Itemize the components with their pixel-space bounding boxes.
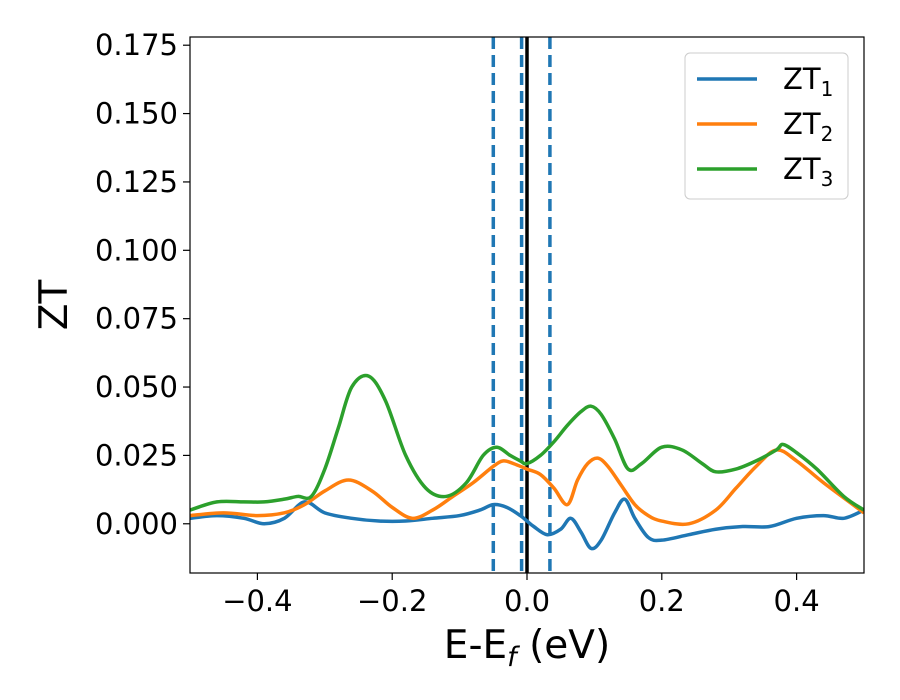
y-tick-label: 0.050: [95, 370, 178, 404]
x-tick-label: 0.2: [639, 584, 685, 618]
plot-frame: [189, 36, 865, 574]
y-tick-label: 0.125: [95, 165, 178, 199]
legend-label-zt2: ZT2: [783, 107, 833, 146]
tick-layer: −0.4 −0.2 0.0 0.2 0.4 0.000 0.025 0.050 0.075 0.1…: [95, 28, 820, 618]
y-tick-label: 0.025: [95, 438, 178, 472]
x-tick-label: 0.0: [504, 584, 550, 618]
y-axis-title: ZT: [32, 280, 77, 331]
legend-label-zt1: ZT1: [783, 62, 833, 101]
legend-label-subscript: 2: [821, 122, 834, 146]
legend-box: [684, 52, 849, 200]
series-layer: [190, 373, 864, 551]
legend-label-main: ZT: [783, 152, 821, 186]
vertical-marker-layer: [491, 37, 552, 573]
series-line-zt3: [190, 373, 864, 512]
x-tick-label: −0.2: [357, 584, 427, 618]
y-tick-label: 0.150: [95, 97, 178, 131]
legend-label-subscript: 3: [821, 167, 834, 191]
legend-label-zt3: ZT3: [783, 152, 833, 191]
x-axis-title-main: E-E: [444, 623, 507, 668]
series-line-zt1: [190, 497, 864, 551]
y-tick-label: 0.000: [95, 507, 178, 541]
legend-label-main: ZT: [783, 107, 821, 141]
x-axis-title: E-Ef (eV): [444, 623, 610, 673]
legend-label-subscript: 1: [821, 77, 834, 101]
y-tick-label: 0.175: [95, 28, 178, 62]
x-tick-label: −0.4: [222, 584, 292, 618]
x-axis-title-suffix: (eV): [517, 623, 611, 668]
x-tick-label: 0.4: [774, 584, 820, 618]
series-line-zt2: [190, 448, 864, 527]
legend-label-main: ZT: [783, 62, 821, 96]
y-tick-label: 0.075: [95, 302, 178, 336]
y-tick-label: 0.100: [95, 233, 178, 267]
